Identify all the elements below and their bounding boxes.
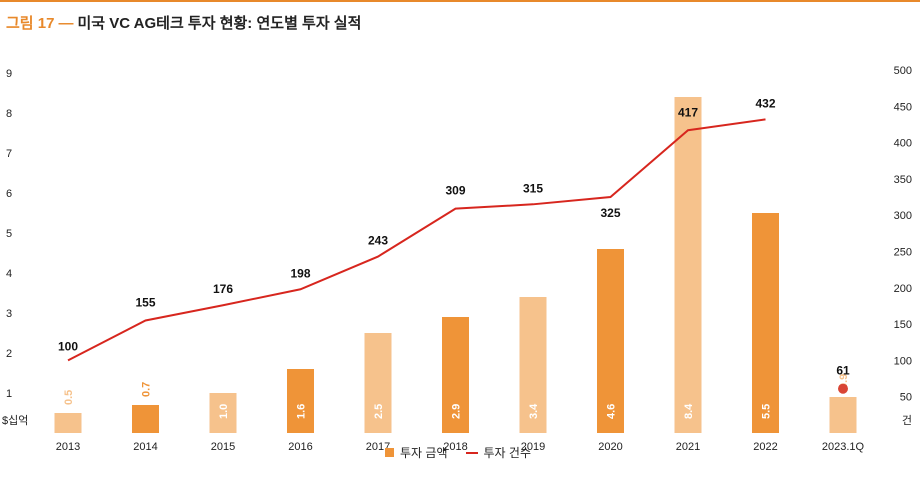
line-value-label: 100 [58,339,78,353]
count-point-2023q1 [838,383,848,394]
y-left-tick-label: 2 [6,348,12,360]
bar-value-label: 8.4 [683,403,695,419]
bar-value-label: 0.5 [63,390,75,405]
line-value-label: 315 [523,181,543,195]
bar [54,413,82,433]
legend-label-amount: 투자 금액 [400,446,448,460]
y-right-tick-label: 50 [900,392,912,404]
bar-value-label: 0.7 [141,382,153,397]
y-right-tick-label: 350 [894,174,912,186]
title-dash: — [58,15,74,32]
y-left-unit-label: $십억 [2,414,28,427]
bar [597,249,624,433]
legend-item-amount: 투자 금액 [385,444,448,461]
line-value-label: 243 [368,234,388,248]
x-tick-label: 2013 [56,441,80,453]
x-tick-label: 2019 [521,441,545,453]
title-text: 미국 VC AG테크 투자 현황: 연도별 투자 실적 [77,15,362,32]
y-left-tick-label: 3 [6,308,12,320]
y-left-tick-label: 5 [6,228,12,240]
x-tick-label: 2016 [288,441,312,453]
y-right-tick-label: 200 [894,283,912,295]
x-tick-label: 2014 [133,441,157,453]
x-tick-label: 2023.1Q [822,441,865,453]
bar [674,97,702,433]
figure-label: 그림 17 [6,15,55,32]
bar [829,397,857,433]
x-tick-label: 2022 [753,441,777,453]
y-right-tick-label: 150 [894,319,912,331]
figure-title: 그림 17— 미국 VC AG테크 투자 현황: 연도별 투자 실적 [6,12,361,33]
y-right-unit-label: 건 [902,414,912,427]
bar-value-label: 1.0 [218,404,230,419]
line-value-label: 432 [755,96,775,110]
bar [442,317,469,433]
line-value-label: 417 [678,105,698,119]
y-left-tick-label: 7 [6,148,12,160]
bar-value-label: 1.6 [296,404,308,419]
x-tick-label: 2020 [598,441,622,453]
bar-value-label: 2.9 [451,404,463,419]
top-accent-rule [0,0,920,2]
count-series-line [67,118,766,362]
y-left-tick-label: 9 [6,68,12,80]
y-right-tick-label: 450 [894,101,912,113]
line-value-label: 198 [290,266,310,280]
legend-line-swatch [465,451,478,454]
line-value-label: 176 [213,282,233,296]
y-left-tick-label: 8 [6,108,12,120]
y-right-tick-label: 250 [894,247,912,259]
bar [364,333,392,433]
bar-value-label: 3.4 [528,403,540,419]
x-tick-label: 2015 [211,441,235,453]
y-right-tick-label: 400 [894,138,912,150]
line-value-label: 155 [135,295,155,309]
bar-value-label: 2.5 [373,404,385,419]
x-tick-label: 2017 [366,441,390,453]
legend-item-count: 투자 건수 [465,444,532,461]
bar [287,369,314,433]
y-left-tick-label: 6 [6,188,12,200]
bar [519,297,547,433]
y-right-tick-label: 500 [894,65,912,77]
x-tick-label: 2021 [676,441,700,453]
chart-legend: 투자 금액 투자 건수 [385,444,531,461]
y-left-tick-label: 4 [6,268,12,280]
y-right-tick-label: 100 [894,355,912,367]
line-value-label: 309 [445,184,465,198]
x-tick-label: 2018 [443,441,467,453]
bar-value-label: 5.5 [761,404,773,419]
y-right-tick-label: 300 [894,210,912,222]
line-value-label: 325 [600,206,620,220]
bar-value-label: 4.6 [606,404,618,419]
bar [752,213,779,433]
bar [132,405,159,433]
bar [209,393,237,433]
legend-bar-swatch [385,448,394,457]
y-left-tick-label: 1 [6,388,12,400]
line-value-label: 61 [836,364,850,378]
legend-label-count: 투자 건수 [483,446,532,460]
